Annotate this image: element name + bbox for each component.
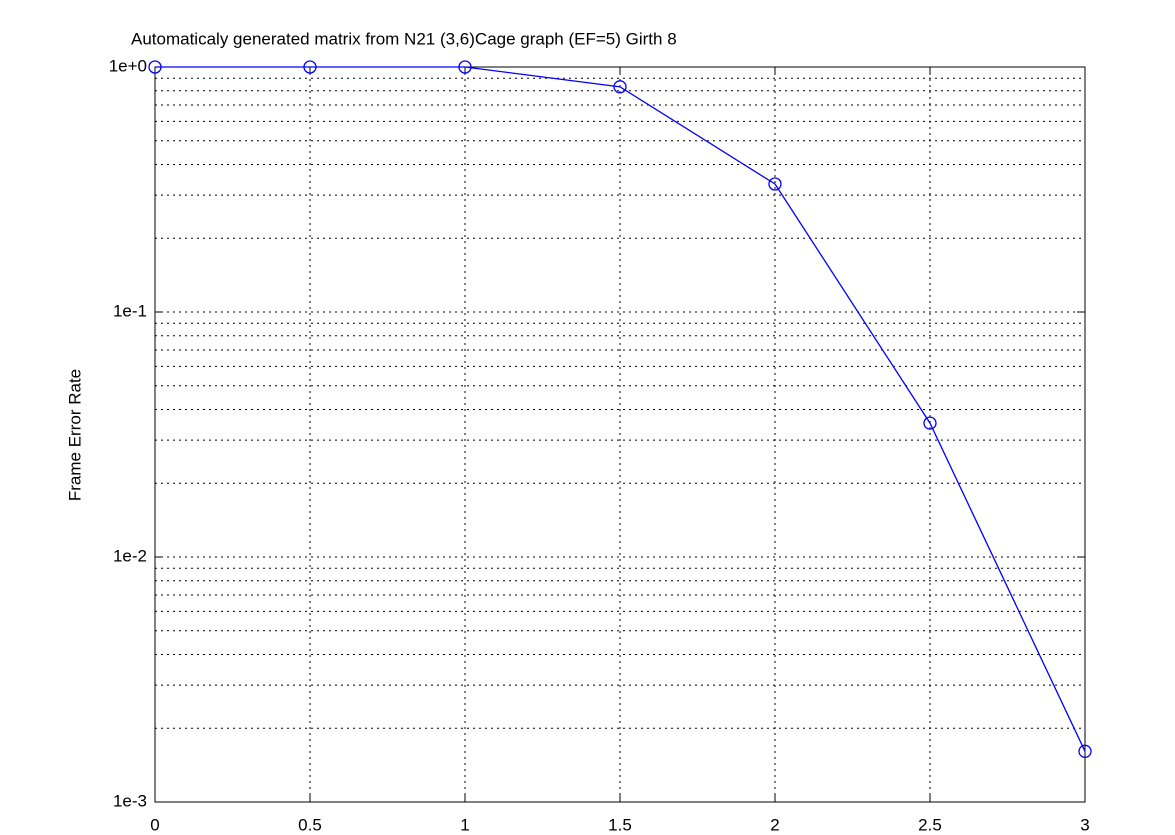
x-tick-label: 1 bbox=[460, 815, 469, 834]
data-line bbox=[155, 66, 1086, 752]
data-marker bbox=[923, 416, 937, 430]
y-tick-label: 1e-2 bbox=[113, 546, 147, 565]
data-marker bbox=[1078, 744, 1092, 758]
x-tick-label: 1.5 bbox=[608, 815, 632, 834]
chart-title: Automaticaly generated matrix from N21 (… bbox=[131, 29, 677, 48]
data-marker bbox=[148, 60, 162, 74]
y-tick-label: 1e-1 bbox=[113, 301, 147, 320]
data-marker bbox=[303, 60, 317, 74]
x-tick-label: 2.5 bbox=[918, 815, 942, 834]
y-tick-label: 1e+0 bbox=[109, 56, 147, 75]
y-axis-label: Frame Error Rate bbox=[65, 369, 84, 501]
x-tick-label: 0 bbox=[150, 815, 159, 834]
data-marker bbox=[613, 80, 627, 94]
y-tick-label: 1e-3 bbox=[113, 791, 147, 810]
x-tick-label: 2 bbox=[770, 815, 779, 834]
plot-frame bbox=[154, 66, 1086, 803]
x-tick-label: 0.5 bbox=[298, 815, 322, 834]
data-marker bbox=[458, 60, 472, 74]
data-marker bbox=[768, 177, 782, 191]
x-tick-label: 3 bbox=[1080, 815, 1089, 834]
